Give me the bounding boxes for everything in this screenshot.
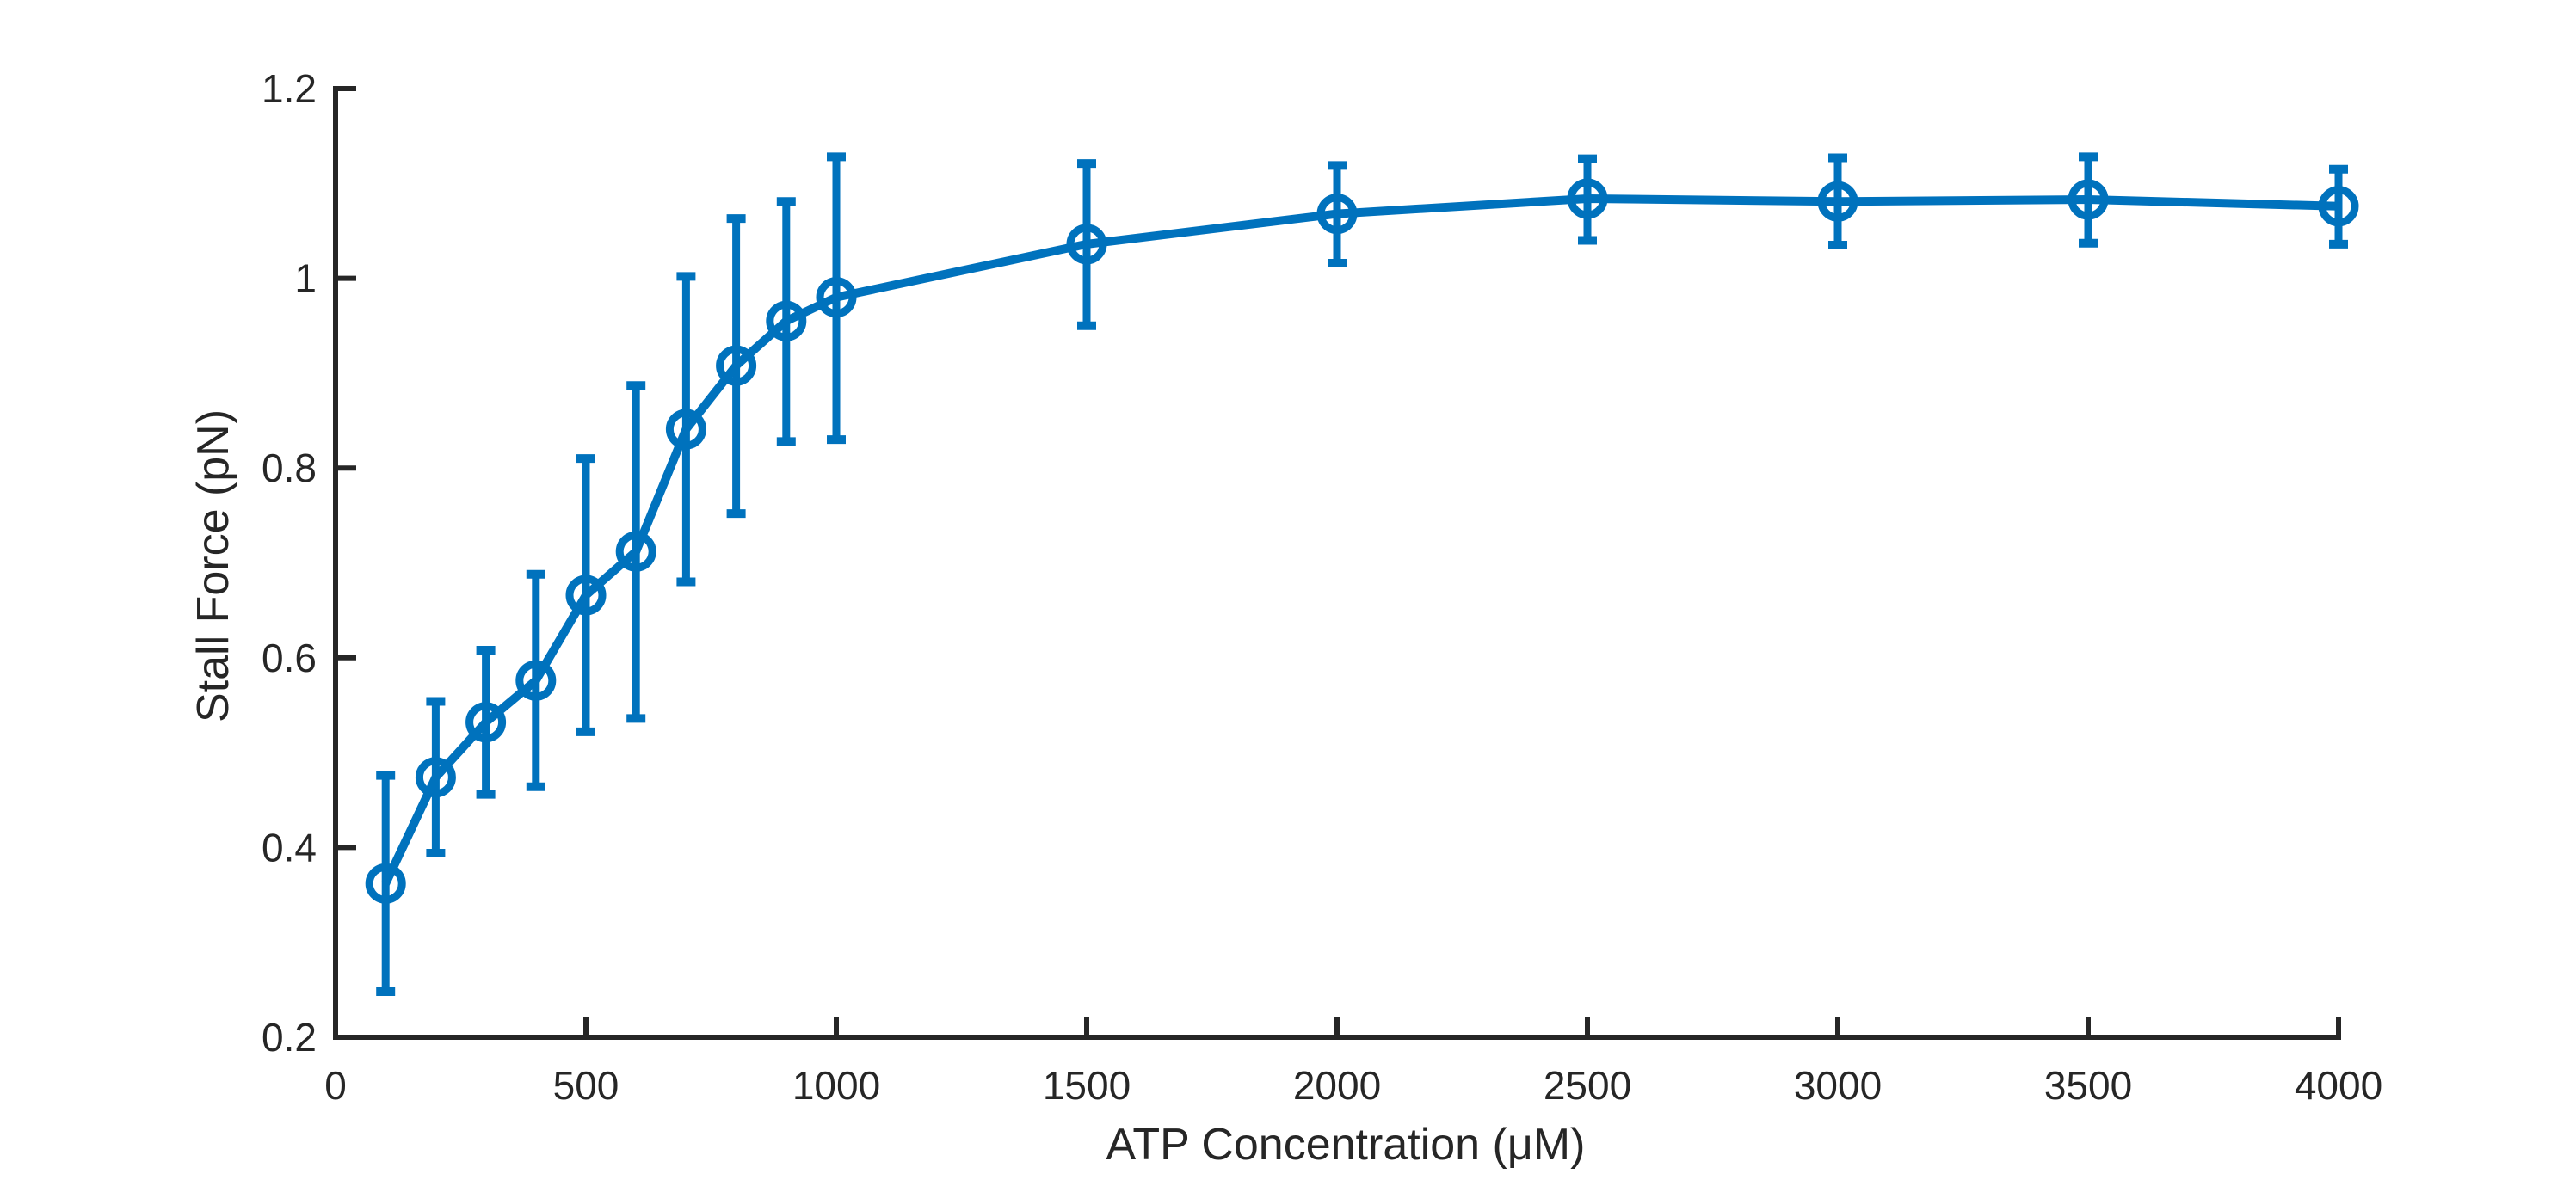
y-tick-label: 1 — [294, 256, 317, 301]
series-line — [381, 194, 2339, 886]
data-point — [615, 531, 656, 572]
data-point — [2318, 186, 2359, 227]
markers — [365, 178, 2359, 904]
data-point — [716, 345, 757, 386]
data-point — [816, 277, 857, 318]
x-tick-label: 3000 — [1794, 1063, 1882, 1108]
y-axis-label: Stall Force (pN) — [188, 409, 238, 722]
x-tick-label: 4000 — [2295, 1063, 2382, 1108]
y-tick-label: 1.2 — [262, 66, 317, 111]
data-point — [415, 757, 456, 798]
data-point — [1817, 181, 1858, 222]
series-line-group — [381, 194, 2339, 886]
x-tick-label: 2000 — [1293, 1063, 1381, 1108]
error-bar — [2329, 164, 2348, 249]
x-tick-label: 1500 — [1043, 1063, 1131, 1108]
x-tick-label: 3500 — [2044, 1063, 2132, 1108]
x-tick-label: 0 — [324, 1063, 347, 1108]
y-tick-label: 0.8 — [262, 446, 317, 490]
x-axis-label: ATP Concentration (μM) — [1106, 1120, 1586, 1170]
data-point — [365, 863, 406, 904]
data-point — [565, 575, 607, 616]
y-tick-label: 0.6 — [262, 636, 317, 680]
data-point — [665, 409, 706, 450]
data-point — [1567, 178, 1608, 219]
axes: 0 500 1000 1500 2000 2500 3000 3500 4000 0.2 0.4 0.… — [262, 66, 2382, 1108]
y-tick-label: 0.2 — [262, 1015, 317, 1060]
x-tick-label: 2500 — [1544, 1063, 1631, 1108]
x-tick-label: 500 — [553, 1063, 619, 1108]
data-point — [1316, 194, 1358, 235]
data-point — [515, 660, 557, 701]
data-point — [766, 300, 807, 341]
error-bars — [376, 152, 2348, 997]
data-point — [2068, 179, 2109, 220]
data-point — [465, 702, 507, 743]
x-tick-label: 1000 — [792, 1063, 880, 1108]
data-point — [1066, 224, 1107, 265]
y-tick-label: 0.4 — [262, 825, 317, 870]
